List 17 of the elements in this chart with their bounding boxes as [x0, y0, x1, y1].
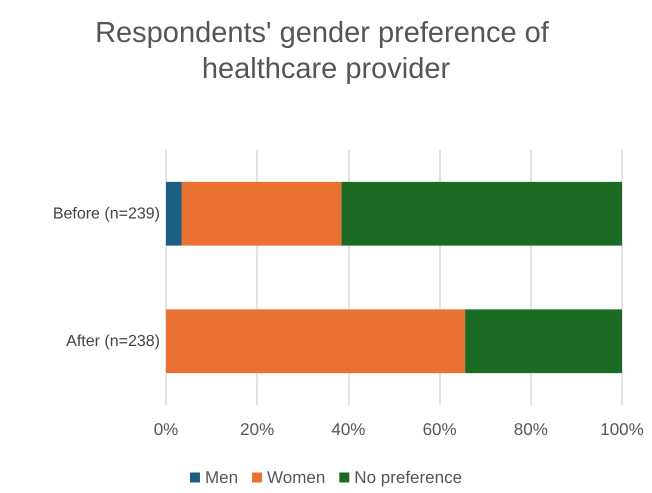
x-tick-label: 100% [600, 420, 644, 439]
legend-label: No preference [354, 468, 462, 487]
bar [342, 182, 622, 246]
x-tick-label: 20% [240, 420, 274, 439]
bar [166, 309, 466, 374]
y-tick-label: After (n=238) [66, 332, 160, 350]
bar [465, 309, 622, 374]
y-tick-label: Before (n=239) [52, 205, 160, 222]
bar [166, 182, 182, 246]
x-tick-label: 60% [422, 420, 457, 439]
bar [182, 182, 342, 246]
x-tick-label: 40% [331, 420, 366, 439]
chart-title: Respondents' gender preference of healthcare provider [95, 17, 557, 85]
legend-label: Women [267, 468, 326, 487]
legend-label: Men [204, 468, 238, 487]
x-tick-label: 80% [514, 420, 548, 439]
x-tick-label: 0% [154, 420, 178, 439]
